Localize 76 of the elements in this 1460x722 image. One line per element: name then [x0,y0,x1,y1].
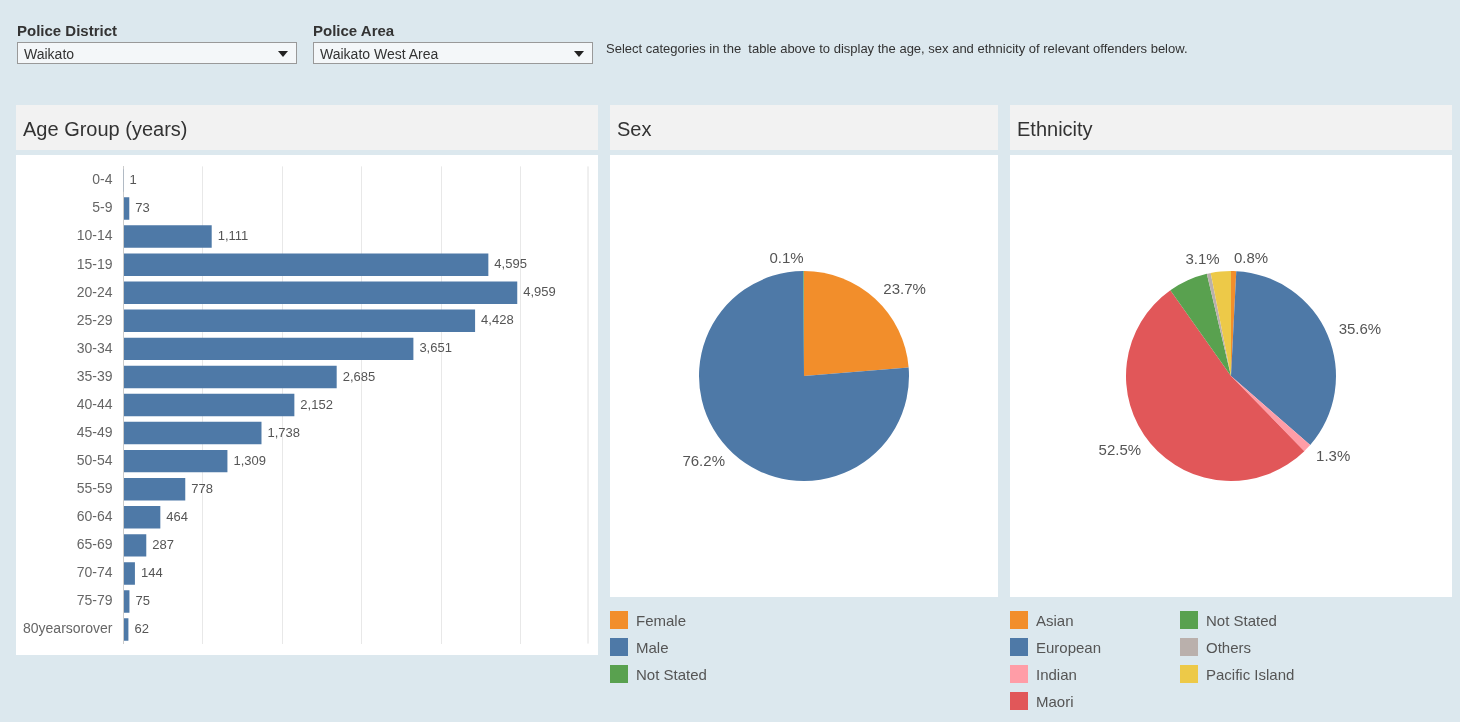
bar [123,506,161,529]
y-tick-label: 60-64 [76,508,113,525]
y-tick-label: 65-69 [76,536,113,553]
legend-label: European [1036,638,1102,656]
y-tick-label: 35-39 [76,367,113,384]
data-label: 52.5% [1098,441,1142,458]
legend-label: Not Stated [636,665,707,683]
chart-title: Sex [610,105,998,150]
data-label: 2,685 [342,368,376,384]
data-label: 1.3% [1316,446,1351,464]
data-label: 464 [166,508,189,524]
bar [123,253,489,276]
bar [123,197,130,220]
data-label: 1,111 [217,228,249,244]
data-label: 35.6% [1338,320,1382,338]
bar [123,562,135,585]
chart-title: Ethnicity [1010,105,1452,150]
data-label: 4,428 [481,312,514,328]
y-tick-label: 20-24 [76,283,113,300]
data-label: 0.1% [769,249,804,267]
text: Select categories in the table above to display the age, sex and ethnicity of relevant offenders below. [606,41,1188,56]
data-label: 4,595 [494,256,527,272]
data-label: 3.1% [1185,249,1220,267]
bar [123,309,476,333]
legend-label: Pacific Island [1206,665,1295,683]
bar [123,421,262,445]
data-label: 76.2% [682,452,725,470]
data-label: 778 [191,480,213,496]
chart-title: Age Group (years) [16,105,598,150]
data-label: 2,152 [300,396,333,412]
bar [123,365,337,389]
y-tick-label: 0-4 [92,171,113,188]
y-tick-label: 25-29 [76,311,113,328]
data-label: 287 [152,536,174,552]
bar [123,281,518,304]
bar [123,449,228,473]
bar [123,590,130,613]
y-tick-label: 50-54 [76,452,113,468]
text: Police District [17,22,119,41]
bar [123,618,129,641]
y-tick-label: 70-74 [76,564,113,581]
data-label: 0.8% [1233,249,1269,267]
bar [123,393,295,417]
data-label: 23.7% [883,280,926,298]
bar [123,225,212,248]
data-label: 144 [140,565,163,580]
text: Police Area [313,22,396,41]
y-tick-label: 45-49 [76,423,113,440]
y-tick-label: 80yearsorover [22,620,113,637]
legend-label: Asian [1036,611,1074,629]
data-label: 62 [134,621,149,637]
legend-label: Indian [1036,665,1077,683]
bar [123,534,147,557]
y-tick-label: 15-19 [76,255,113,272]
legend-label: Maori [1036,692,1074,710]
data-label: 3,651 [419,340,452,356]
data-label: 1,738 [267,424,301,440]
text: Waikato West Area [313,42,593,64]
y-tick-label: 5-9 [92,199,113,216]
y-tick-label: 30-34 [76,339,113,356]
y-tick-label: 75-79 [76,592,113,609]
text: Waikato [17,42,297,64]
data-label: 1,309 [233,452,266,468]
legend-label: Female [636,611,687,629]
y-tick-label: 55-59 [76,480,113,497]
bar [123,337,414,361]
data-label: 75 [135,593,150,609]
data-label: 4,959 [523,284,556,300]
y-tick-label: 10-14 [76,227,113,244]
bar [123,477,186,501]
data-label: 73 [135,200,150,216]
y-tick-label: 40-44 [76,395,113,412]
legend-label: Others [1206,638,1252,656]
legend-label: Male [636,638,669,656]
legend-label: Not Stated [1206,611,1277,629]
data-label: 1 [129,172,137,188]
